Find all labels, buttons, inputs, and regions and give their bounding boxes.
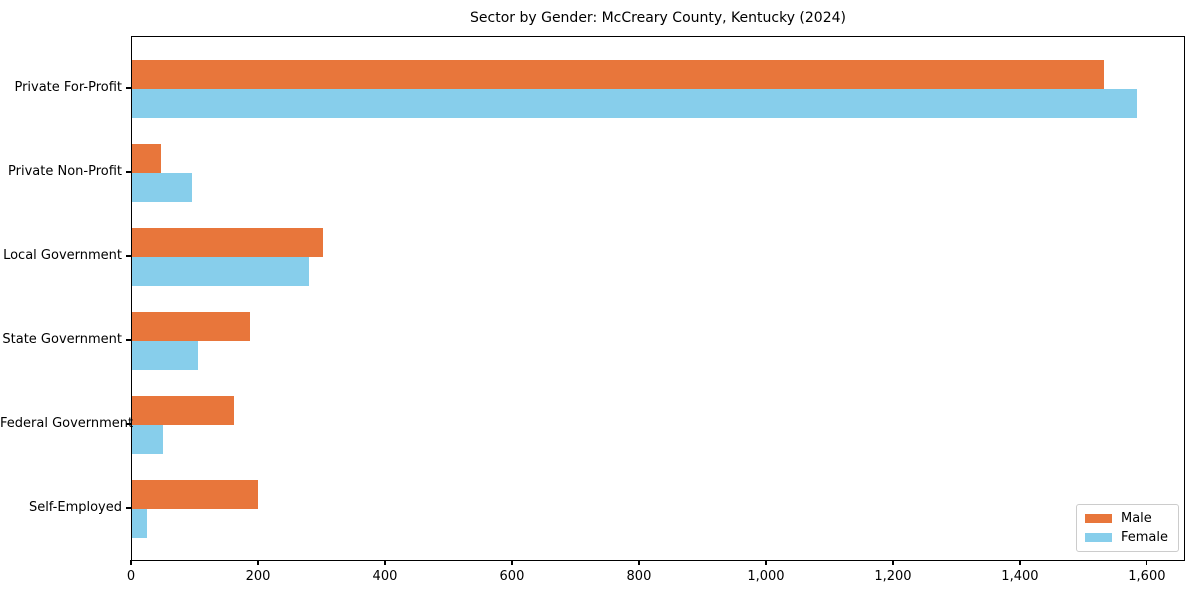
- x-tick-label: 800: [626, 569, 652, 584]
- legend-swatch-male-icon: [1084, 514, 1112, 523]
- x-tick-label: 1,000: [747, 569, 785, 584]
- bar-female-0: [132, 89, 1137, 118]
- y-tick-label: Self-Employed: [28, 500, 122, 515]
- x-tick-mark: [384, 560, 386, 565]
- y-tick-label: State Government: [2, 332, 122, 347]
- bar-female-1: [132, 173, 192, 202]
- chart-title: Sector by Gender: McCreary County, Kentu…: [470, 10, 846, 26]
- x-tick-mark: [130, 560, 132, 565]
- plot-area: Male Female: [131, 36, 1185, 561]
- y-tick-label: Federal Government: [0, 416, 134, 431]
- bar-male-2: [132, 228, 323, 257]
- legend-label-male: Male: [1120, 511, 1152, 526]
- legend: Male Female: [1075, 504, 1179, 552]
- x-tick-mark: [1019, 560, 1021, 565]
- bar-male-4: [132, 396, 235, 425]
- x-tick-mark: [257, 560, 259, 565]
- y-tick-mark: [126, 339, 131, 341]
- x-tick-label: 200: [245, 569, 271, 584]
- bar-female-2: [132, 257, 310, 286]
- legend-item-female: Female: [1084, 530, 1168, 545]
- legend-label-female: Female: [1120, 530, 1168, 545]
- bar-male-1: [132, 144, 162, 173]
- legend-swatch-female-icon: [1084, 533, 1112, 542]
- bar-female-5: [132, 509, 148, 538]
- x-tick-mark: [765, 560, 767, 565]
- x-tick-label: 1,600: [1128, 569, 1166, 584]
- x-tick-label: 400: [372, 569, 398, 584]
- bar-female-4: [132, 425, 164, 454]
- x-tick-label: 600: [499, 569, 525, 584]
- bar-male-3: [132, 312, 251, 341]
- x-tick-label: 1,400: [1001, 569, 1039, 584]
- y-tick-mark: [126, 171, 131, 173]
- x-tick-label: 0: [126, 569, 136, 584]
- y-tick-mark: [126, 87, 131, 89]
- x-tick-mark: [638, 560, 640, 565]
- y-tick-label: Private Non-Profit: [8, 164, 122, 179]
- y-tick-label: Private For-Profit: [14, 80, 122, 95]
- x-tick-mark: [511, 560, 513, 565]
- y-tick-mark: [126, 255, 131, 257]
- x-tick-label: 1,200: [874, 569, 912, 584]
- y-tick-mark: [126, 507, 131, 509]
- bar-male-0: [132, 60, 1105, 89]
- bar-female-3: [132, 341, 198, 370]
- y-tick-label: Local Government: [3, 248, 122, 263]
- legend-item-male: Male: [1084, 511, 1168, 526]
- x-tick-mark: [892, 560, 894, 565]
- y-tick-mark: [126, 423, 131, 425]
- bar-male-5: [132, 480, 259, 509]
- x-tick-mark: [1146, 560, 1148, 565]
